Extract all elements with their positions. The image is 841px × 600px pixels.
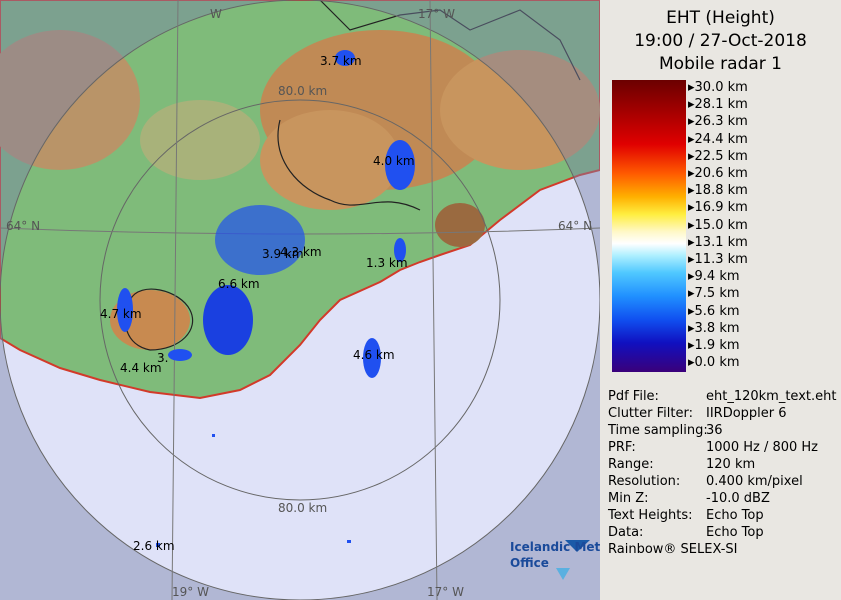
scale-label: ▸1.9 km: [688, 338, 740, 353]
title: EHT (Height): [666, 8, 775, 28]
grid-label: 80.0 km: [278, 84, 327, 98]
info-key: Data:: [608, 525, 644, 540]
info-key: Resolution:: [608, 474, 681, 489]
echo-labels: 3.7 km 4.0 km 4.3 km3.9 km 1.3 km 6.6 km 4.7 …: [100, 54, 415, 553]
info-key: Range:: [608, 457, 654, 472]
info-value: IIRDoppler 6: [706, 406, 787, 421]
scale-label: ▸3.8 km: [688, 320, 740, 336]
grid-label: 19° W: [172, 585, 209, 599]
info-key: Pdf File:: [608, 389, 659, 404]
info-value: 120 km: [706, 457, 756, 472]
echo-label: 3.9 km: [262, 247, 304, 261]
scale-label: ▸22.5 km: [688, 148, 748, 164]
scale-label: ▸5.6 km: [688, 303, 740, 319]
scale-label: ▸16.9 km: [688, 200, 748, 216]
info-value: 0.400 km/pixel: [706, 474, 803, 489]
info-key: Clutter Filter:: [608, 406, 693, 421]
grid-label: 64° N: [558, 219, 592, 233]
info-panel: EHT (Height) 19:00 / 27-Oct-2018 Mobile …: [600, 0, 841, 600]
echo-label: 4.3 km: [280, 245, 322, 259]
footer: Rainbow® SELEX-SI: [608, 542, 738, 557]
radar-map: W 17° W 80.0 km 64° N 64° N 80.0 km 19° W 17° W…: [0, 0, 600, 600]
scale-label: ▸9.4 km: [688, 269, 740, 285]
echo-label: 4.6 km: [353, 348, 395, 362]
info-value: eht_120km_text.eht: [706, 389, 837, 404]
info-key: PRF:: [608, 440, 636, 455]
echo-label: 3.: [157, 351, 168, 365]
scale-label: ▸7.5 km: [688, 286, 740, 302]
scale-label: ▸30.0 km: [688, 80, 748, 95]
info-key: Time sampling:: [608, 423, 708, 438]
scale-label: ▸28.1 km: [688, 97, 748, 113]
grid-label: W: [210, 7, 222, 21]
scale-label: ▸13.1 km: [688, 234, 748, 250]
scale-label: ▸15.0 km: [688, 217, 748, 233]
title: Mobile radar 1: [659, 54, 782, 74]
info-value: 36: [706, 423, 723, 438]
echo-label: 2.6 km: [133, 539, 175, 553]
grid-label: 17° W: [427, 585, 464, 599]
scale-label: ▸26.3 km: [688, 114, 748, 130]
scale-label: ▸18.8 km: [688, 183, 748, 199]
grid-label: 64° N: [6, 219, 40, 233]
logo-text: Icelandic Met: [510, 540, 600, 554]
grid-labels: W 17° W 80.0 km 64° N 64° N 80.0 km 19° W 17° W: [6, 7, 592, 599]
info-value: 1000 Hz / 800 Hz: [706, 440, 819, 455]
info-key: Text Heights:: [608, 508, 693, 523]
color-scale: [612, 80, 686, 372]
scale-label: ▸0.0 km: [688, 355, 740, 371]
echo-label: 4.0 km: [373, 154, 415, 168]
scale-label: ▸11.3 km: [688, 252, 748, 267]
echo-label: 1.3 km: [366, 256, 408, 270]
grid-label: 80.0 km: [278, 501, 327, 515]
scale-label: ▸20.6 km: [688, 166, 748, 181]
title: 19:00 / 27-Oct-2018: [634, 31, 807, 51]
echo-label: 6.6 km: [218, 277, 260, 291]
echo-label: 4.4 km: [120, 361, 162, 375]
info-key: Min Z:: [608, 491, 649, 506]
info-value: Echo Top: [706, 508, 764, 523]
info-value: -10.0 dBZ: [706, 491, 770, 506]
echo-label: 4.7 km: [100, 307, 142, 321]
logo-text: Office: [510, 556, 549, 570]
scale-label: ▸24.4 km: [688, 131, 748, 147]
grid-label: 17° W: [418, 7, 455, 21]
info-value: Echo Top: [706, 525, 764, 540]
echo-label: 3.7 km: [320, 54, 362, 68]
